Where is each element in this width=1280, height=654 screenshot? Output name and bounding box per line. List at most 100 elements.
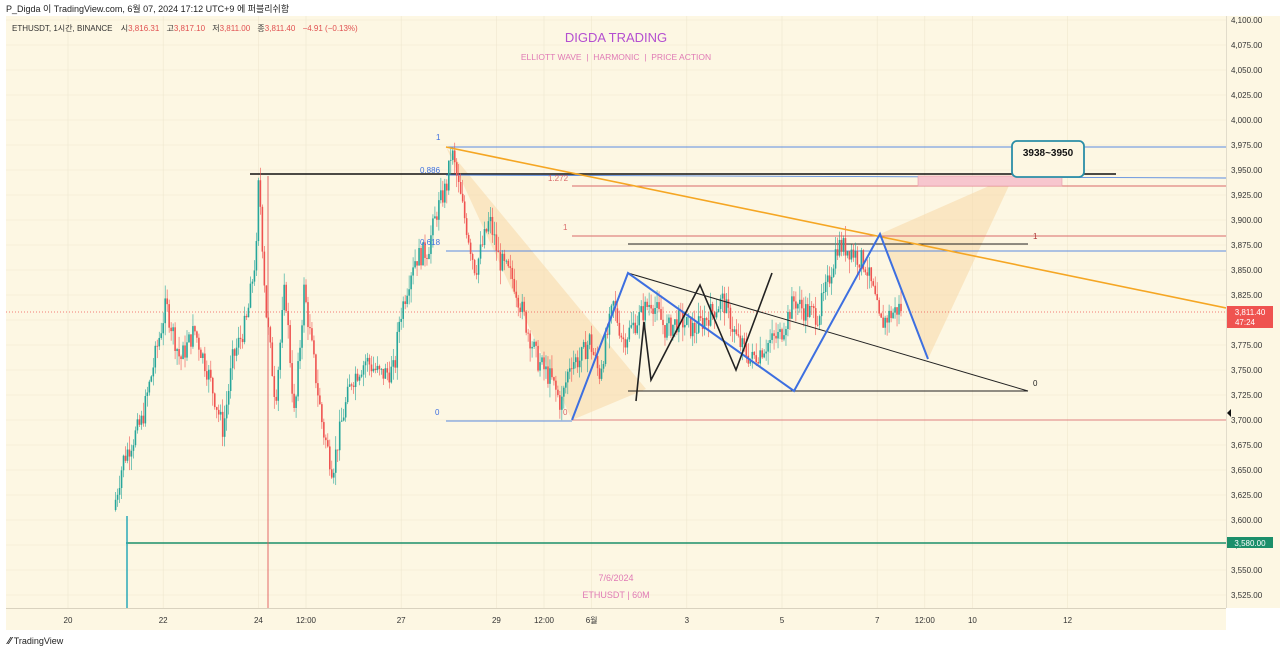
footer-bar: [0, 630, 1280, 654]
support-price-value: 3,580.00: [1234, 539, 1266, 548]
candle-body: [828, 275, 831, 284]
candle-body: [600, 368, 603, 379]
candle-body: [422, 242, 424, 266]
candle-body: [229, 368, 232, 392]
y-tick-labels: 4,100.00 4,075.00 4,050.00 4,025.00 4,000.00…: [1231, 16, 1263, 600]
candle-body: [231, 349, 234, 369]
candle-body: [689, 316, 692, 337]
candle-body: [146, 392, 149, 396]
candle-body: [886, 317, 888, 323]
candle-body: [126, 449, 129, 461]
candle-body: [648, 304, 650, 308]
price-axis[interactable]: 4,100.00 4,075.00 4,050.00 4,025.00 4,000.00…: [1226, 16, 1280, 608]
current-price-tag: [1227, 306, 1273, 328]
candle-body: [505, 260, 508, 262]
tradingview-logo-text: TradingView: [13, 636, 64, 646]
candle-body: [370, 364, 373, 372]
candle-body: [168, 304, 170, 328]
countdown-value: 47:24: [1235, 318, 1256, 327]
candle-body: [737, 334, 740, 336]
candle-body: [509, 266, 512, 268]
candle-body: [330, 469, 333, 478]
candle-body: [233, 349, 236, 356]
candle-body: [779, 329, 781, 332]
candle-body: [743, 338, 746, 345]
candle-body: [166, 298, 168, 305]
candle-body: [610, 305, 613, 314]
candle-body: [293, 393, 295, 408]
candle-body: [757, 362, 759, 364]
brand-subtitle: ELLIOTT WAVE | HARMONIC | PRICE ACTION: [521, 52, 711, 62]
candle-body: [499, 252, 502, 271]
candle-body: [553, 377, 555, 381]
candle-body: [235, 347, 238, 356]
candle-body: [668, 317, 670, 324]
x-tick-label: 5: [780, 616, 785, 625]
candle-body: [477, 258, 480, 275]
candle-body: [860, 250, 863, 268]
target-box[interactable]: [1011, 140, 1085, 178]
candle-body: [626, 339, 629, 348]
y-tick-label: 4,050.00: [1231, 66, 1263, 75]
candle-body: [765, 351, 767, 354]
candle-body: [684, 324, 686, 328]
candle-body: [820, 293, 823, 317]
candle-body: [190, 334, 192, 347]
candle-body: [461, 193, 464, 202]
candle-body: [511, 267, 514, 279]
candle-body: [313, 340, 315, 355]
candle-body: [799, 299, 801, 305]
candle-body: [303, 284, 305, 326]
candle-body: [753, 351, 756, 356]
candle-body: [398, 321, 401, 332]
candle-body: [495, 234, 498, 251]
candle-body: [388, 372, 391, 383]
tradingview-logo[interactable]: ⁄⁄ TradingView: [8, 636, 63, 647]
candle-body: [412, 267, 414, 276]
candle-body: [620, 335, 623, 338]
window-title: P_Digda 이 TradingView.com, 6월 07, 2024 1…: [6, 4, 290, 14]
time-axis[interactable]: 20 22 24 12:00 27 29 12:00 6월 3 5 7 12:00 10 12: [6, 608, 1226, 631]
y-tick-label: 3,950.00: [1231, 166, 1263, 175]
x-tick-label: 24: [254, 616, 263, 625]
candle-body: [549, 368, 551, 384]
candle-body: [777, 331, 779, 339]
candle-body: [160, 333, 163, 338]
y-tick-label: 3,850.00: [1231, 266, 1263, 275]
candle-body: [210, 369, 212, 378]
x-tick-label: 27: [397, 616, 406, 625]
candle-body: [122, 455, 125, 471]
candle-body: [442, 190, 444, 203]
candle-body: [596, 356, 599, 369]
candle-body: [206, 371, 208, 380]
candle-body: [789, 311, 791, 319]
candle-body: [731, 328, 734, 332]
low-value: 3,811.00: [220, 24, 251, 33]
candle-body: [453, 150, 456, 163]
fib-label-0-left: 0: [435, 408, 440, 417]
candle-body: [285, 284, 287, 311]
candle-body: [198, 337, 200, 350]
candle-body: [247, 307, 250, 318]
chart-area[interactable]: 1 0.886 0.618 0 1.272 1 0 1 0 3938~3950 …: [6, 16, 1226, 608]
y-tick-label: 4,025.00: [1231, 91, 1263, 100]
candle-body: [602, 364, 605, 369]
price-axis-svg: 4,100.00 4,075.00 4,050.00 4,025.00 4,000.00…: [1227, 16, 1273, 600]
candle-body: [489, 216, 492, 222]
candle-body: [521, 301, 523, 312]
candle-body: [656, 302, 658, 308]
candle-body: [854, 251, 857, 258]
candle-body: [699, 316, 702, 318]
candle-body: [686, 317, 688, 325]
candle-body: [866, 272, 869, 276]
price-chart[interactable]: 1 0.886 0.618 0 1.272 1 0 1 0 3938~3950 …: [6, 16, 1226, 608]
candle-body: [846, 251, 849, 256]
candle-body: [852, 249, 855, 258]
close-value: 3,811.40: [265, 24, 296, 33]
candle-body: [606, 333, 609, 335]
y-tick-label: 4,000.00: [1231, 116, 1263, 125]
candle-body: [832, 268, 835, 277]
candle-body: [588, 334, 591, 345]
candle-body: [535, 341, 537, 346]
candle-body: [178, 349, 180, 357]
